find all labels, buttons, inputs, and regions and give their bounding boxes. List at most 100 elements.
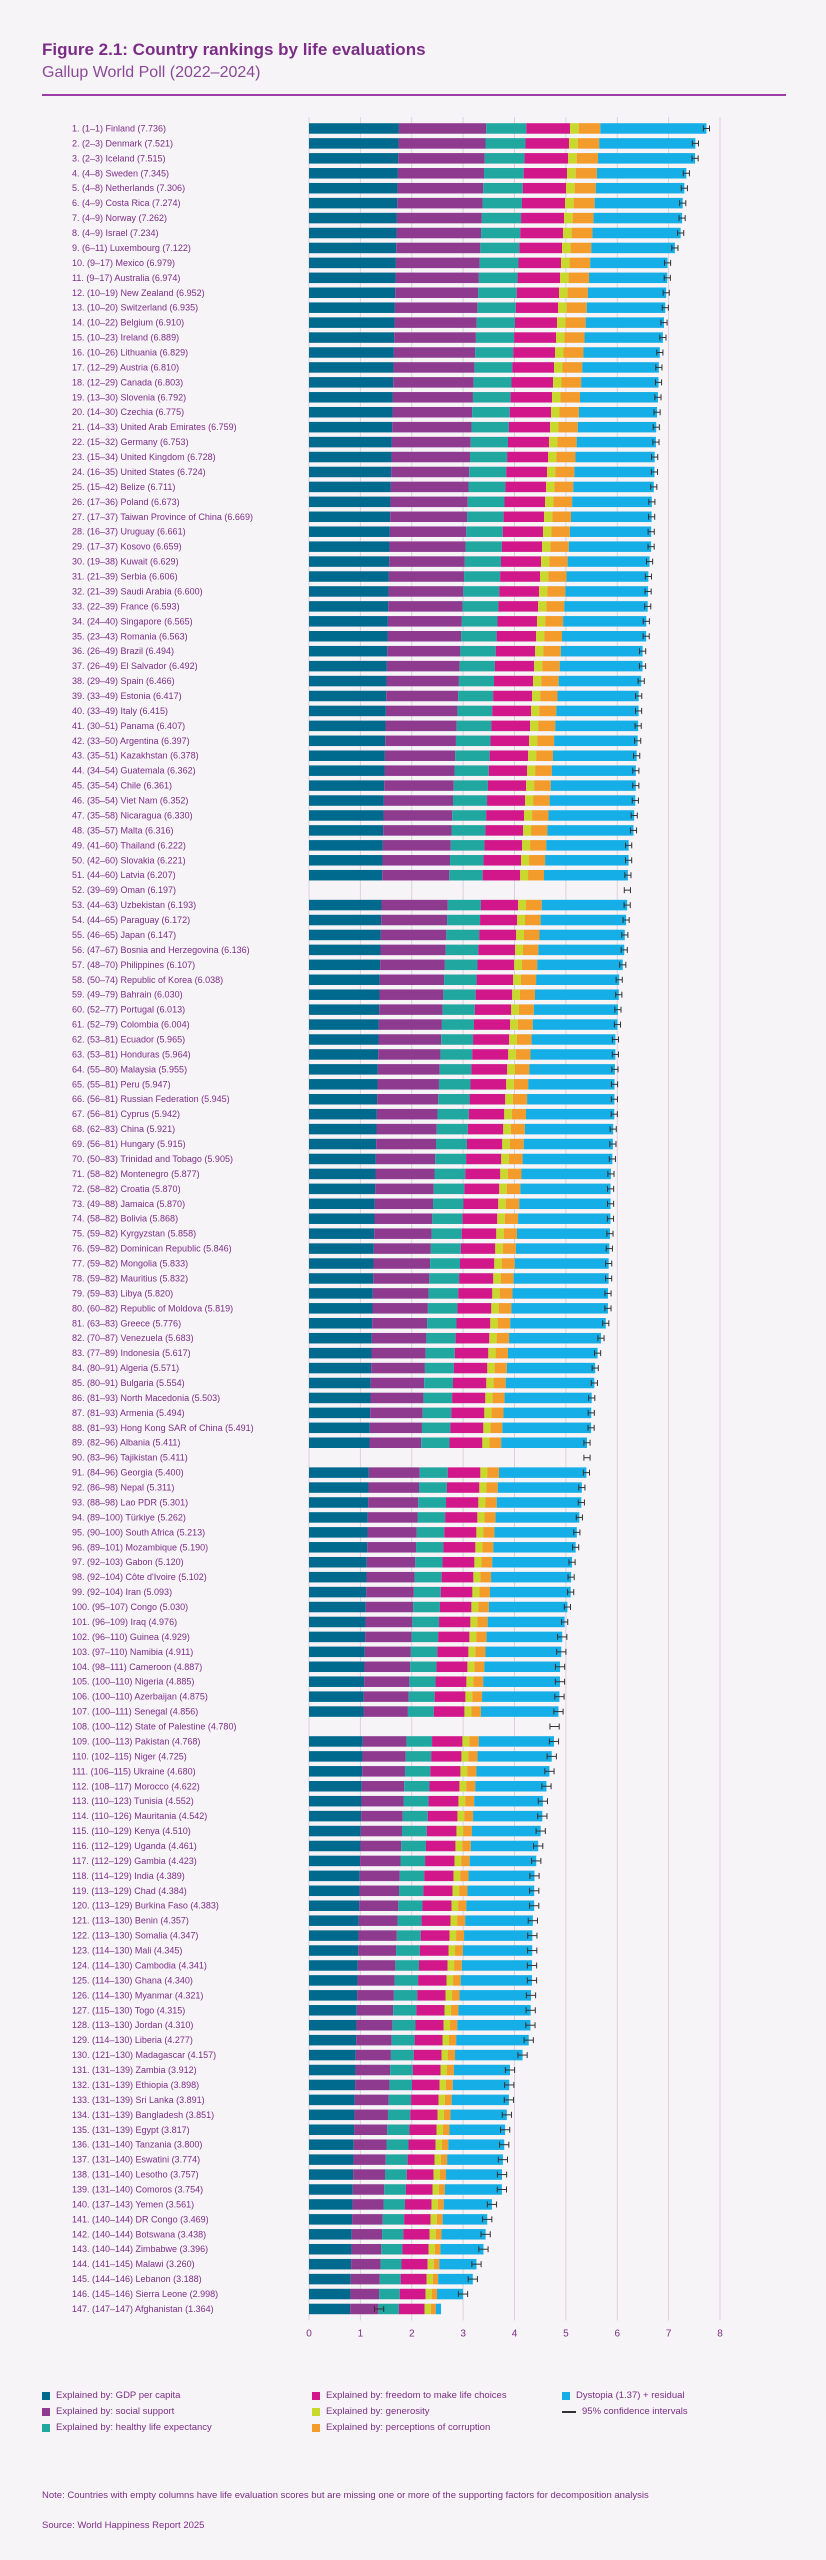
bar-segment [556,332,565,343]
country-label: 48. (35–57) Malta (6.316) [72,825,174,835]
country-label: 129. (114–130) Liberia (4.277) [72,2035,193,2045]
bar-segment [454,1960,462,1971]
country-label: 123. (114–130) Mali (4.345) [72,1946,182,1956]
bar-segment [452,1990,460,2001]
country-label: 146. (145–146) Sierra Leone (2.998) [72,2289,218,2299]
bar-segment [524,1123,614,1135]
bar-segment [527,1093,615,1105]
bar-segment [469,1631,477,1643]
bar-segment [393,1990,418,2001]
bar-segment [467,1661,475,1673]
bar-segment [465,1795,475,1807]
bar-segment [472,406,510,418]
bar-segment [362,1736,407,1747]
bar-segment [471,1825,541,1837]
bar-segment [437,2199,444,2210]
bar-segment [309,974,380,986]
bar-segment [556,705,639,717]
legend-label: Explained by: freedom to make life choic… [326,2390,507,2401]
country-label: 107. (100–111) Senegal (4.856) [72,1707,198,1717]
bar-segment [378,2303,399,2315]
bar-segment [441,2049,448,2061]
bar-segment [418,1975,447,1986]
bar-segment [403,2229,430,2240]
bar-segment [397,197,483,209]
bar-segment [386,675,459,687]
bar-segment [479,1482,487,1493]
bar-segment [309,1840,361,1852]
bar-segment [431,1751,462,1762]
bar-segment [371,1362,425,1374]
bar-segment [567,287,588,299]
country-label: 2. (2–3) Denmark (7.521) [72,138,173,148]
bar-segment [435,1138,467,1150]
bar-segment [520,1183,611,1195]
bar-segment [377,1093,439,1105]
bar-segment [309,2154,354,2165]
bar-segment [592,227,681,239]
bar-segment [496,1332,510,1344]
bar-segment [309,496,391,508]
bar-segment [309,899,382,911]
country-label: 41. (30–51) Panama (6.407) [72,721,185,731]
bar-segment [589,272,668,284]
country-label: 66. (56–81) Russian Federation (5.945) [72,1094,230,1104]
bar-segment [309,227,397,239]
bar-segment [446,1497,479,1508]
bar-segment [309,869,383,881]
country-label: 22. (15–32) Germany (6.753) [72,437,189,447]
bar-segment [309,1542,368,1553]
bar-segment [494,675,534,687]
bar-segment [309,1810,362,1822]
bar-segment [309,1571,367,1583]
bar-segment [464,1930,533,1941]
bar-segment [309,1691,364,1702]
bar-segment [451,1407,485,1419]
bar-segment [388,571,465,582]
bar-segment [429,1781,460,1792]
bar-segment [309,332,395,343]
bar-segment [514,317,558,328]
bar-segment [548,451,557,463]
bar-segment [477,959,515,971]
bar-segment [368,1482,419,1493]
bar-segment [430,1243,461,1254]
bar-segment [432,1736,463,1747]
bar-segment [519,989,535,1000]
bar-segment [446,1482,480,1493]
bar-segment [412,1616,440,1628]
bar-segment [455,2049,523,2061]
bar-segment [438,2184,445,2195]
bar-segment [368,1467,420,1478]
bar-segment [521,855,530,866]
bar-segment [309,840,383,851]
x-tick-label: 1 [358,2328,364,2339]
bar-segment [544,511,553,523]
bar-segment [369,1437,422,1448]
bar-segment [473,377,512,388]
bar-segment [505,1198,520,1210]
bar-segment [545,616,564,627]
bar-segment [355,2049,391,2061]
bar-segment [513,1079,529,1090]
country-label: 78. (59–82) Mauritius (5.832) [72,1273,188,1283]
bar-segment [468,1751,478,1762]
bar-segment [439,2079,446,2091]
bar-segment [478,1601,489,1613]
country-label: 105. (100–110) Nigeria (4.885) [72,1677,194,1687]
bar-segment [421,1915,451,1926]
bar-segment [534,660,543,672]
bar-segment [447,914,481,926]
bar-segment [309,1347,372,1359]
country-label: 126. (114–130) Myanmar (4.321) [72,1990,203,2000]
country-label: 82. (70–87) Venezuela (5.683) [72,1333,194,1343]
bar-segment [493,1542,576,1553]
bar-segment [441,1019,474,1030]
bar-segment [461,616,498,627]
country-label: 111. (106–115) Ukraine (4.680) [72,1766,196,1776]
bar-segment [309,377,394,388]
bar-segment [463,1825,472,1837]
bar-segment [437,2288,464,2300]
bar-segment [357,1990,394,2001]
bar-segment [352,2184,385,2195]
